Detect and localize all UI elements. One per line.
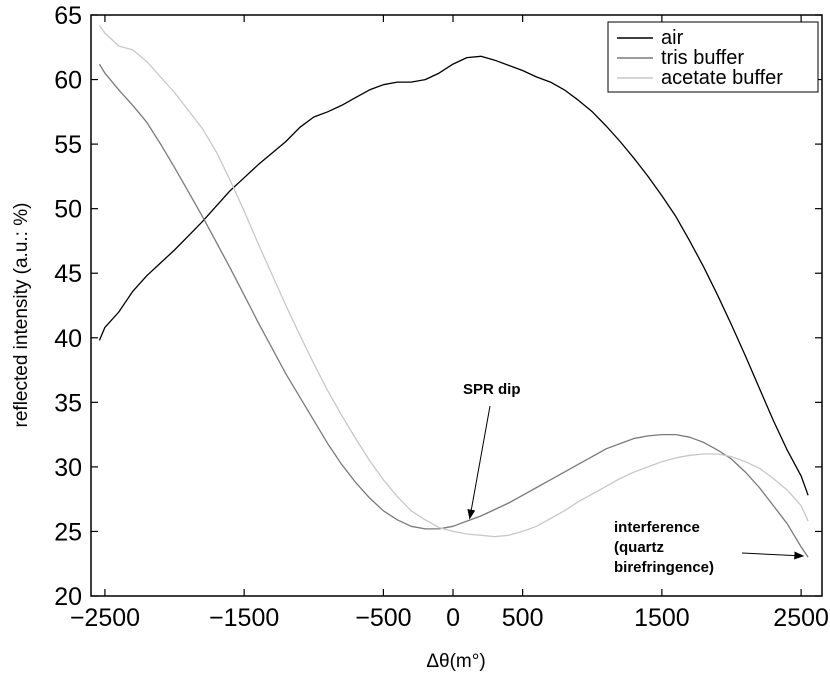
x-tick-label: 0	[446, 604, 460, 632]
y-tick-label: 60	[54, 67, 82, 95]
annotation-arrow	[467, 405, 491, 520]
y-tick-label: 35	[54, 389, 82, 417]
y-tick-label: 25	[54, 518, 82, 546]
x-tick-label: 2500	[773, 604, 829, 632]
annotation-interference: interference	[614, 519, 700, 536]
ticks-layer: −2500 −1500 −500 0 500 1500 2500 20 25 30 35 40 45 50…	[54, 2, 829, 632]
series-line-acetate-buffer	[98, 24, 809, 538]
y-tick-label: 65	[54, 2, 82, 30]
series-layer	[98, 24, 809, 558]
plot-frame	[90, 14, 823, 597]
y-tick-label: 55	[54, 131, 82, 159]
x-tick-label: 1500	[634, 604, 690, 632]
y-axis-label: reflected intensity (a.u.: %)	[11, 203, 32, 428]
legend-label: air	[661, 27, 684, 49]
y-tick-label: 45	[54, 260, 82, 288]
annotation-interference: (quartz	[614, 539, 664, 556]
legend-label: tris buffer	[661, 47, 744, 69]
x-tick-label: −1500	[209, 604, 279, 632]
annotation-interference: birefringence)	[614, 559, 714, 576]
legend-label: acetate buffer	[661, 67, 783, 89]
x-tick-label: 500	[502, 604, 544, 632]
x-axis-label: Δθ(m°)	[426, 651, 485, 672]
y-tick-label: 30	[54, 454, 82, 482]
legend-box	[607, 21, 819, 93]
annotations-layer: SPR dip interference (quartz birefringence)	[463, 381, 805, 576]
x-tick-label: −2500	[70, 604, 140, 632]
annotation-arrow	[741, 551, 805, 560]
y-tick-label: 20	[54, 583, 82, 611]
series-line-air	[98, 55, 809, 496]
series-line-tris-buffer	[98, 63, 809, 558]
annotation-spr-dip: SPR dip	[463, 381, 521, 398]
x-tick-label: −500	[355, 604, 411, 632]
y-tick-label: 40	[54, 325, 82, 353]
y-tick-label: 50	[54, 196, 82, 224]
